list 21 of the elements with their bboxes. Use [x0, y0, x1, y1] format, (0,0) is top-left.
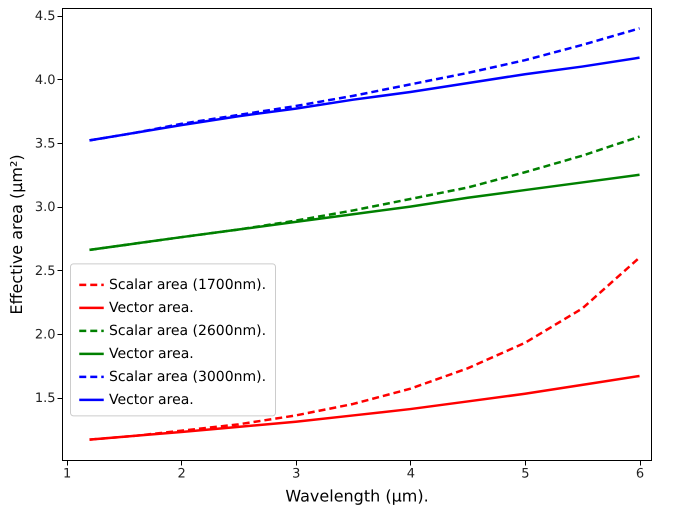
x-tick-label: 4 — [406, 466, 415, 482]
x-tick-label: 1 — [62, 466, 72, 482]
x-tick-label: 3 — [292, 466, 300, 482]
legend-label: Vector area. — [109, 346, 194, 362]
legend-label: Scalar area (3000nm). — [109, 368, 266, 385]
x-tick-label: 2 — [178, 466, 186, 482]
legend-label: Scalar area (2600nm). — [109, 322, 266, 339]
x-tick-label: 5 — [521, 466, 530, 482]
y-tick-label: 4.0 — [34, 72, 56, 88]
legend-label: Vector area. — [109, 392, 194, 408]
legend-label: Vector area. — [109, 300, 194, 316]
legend-label: Scalar area (1700nm). — [109, 276, 266, 293]
y-tick-label: 3.5 — [34, 136, 56, 152]
y-tick-label: 1.5 — [34, 391, 56, 406]
y-tick-label: 3.0 — [34, 200, 56, 216]
y-tick-label: 2.0 — [34, 327, 56, 342]
y-axis-title: Effective area (μm²) — [6, 154, 26, 315]
y-tick-label: 2.5 — [34, 264, 56, 279]
y-tick-label: 4.5 — [34, 9, 56, 24]
x-axis-title: Wavelength (μm). — [285, 486, 429, 506]
x-tick-label: 6 — [636, 466, 644, 482]
